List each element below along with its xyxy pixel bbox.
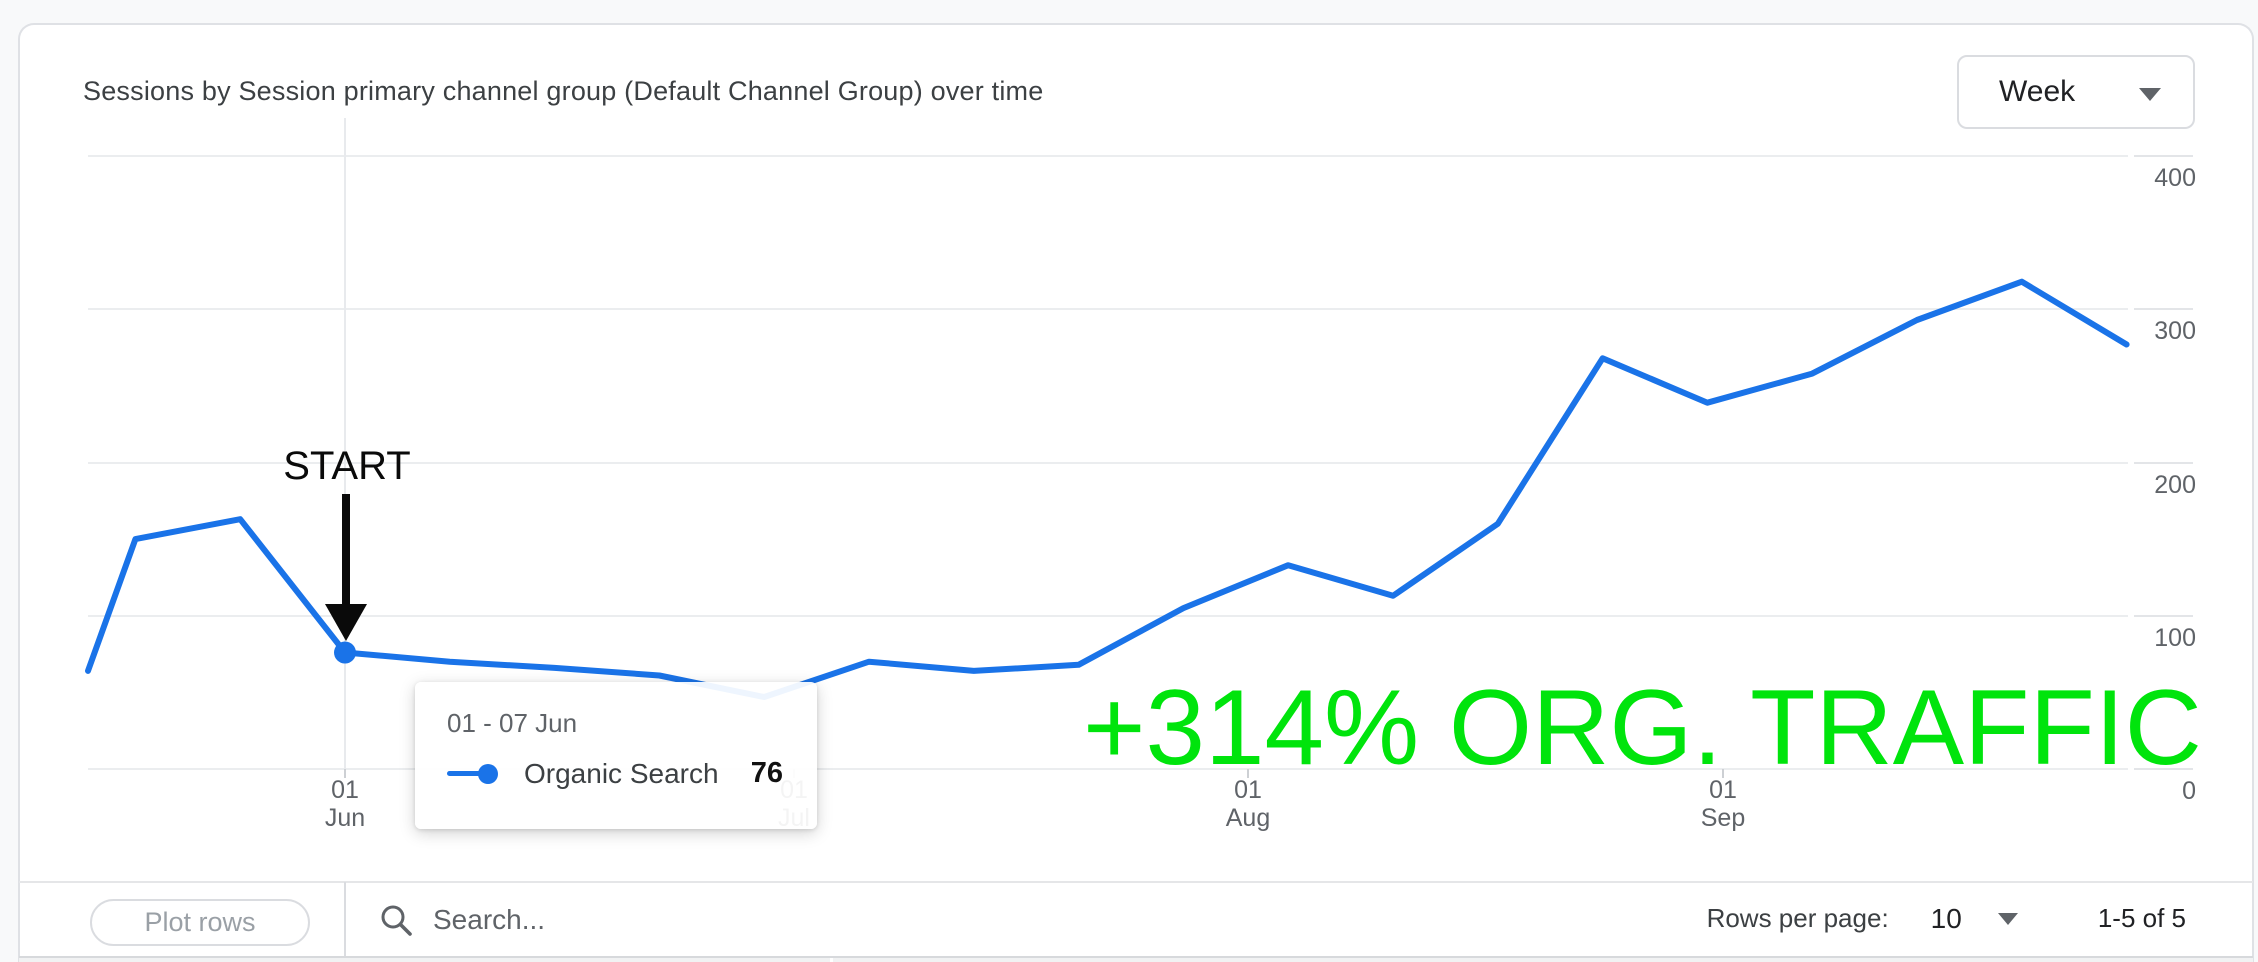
start-annotation-label: START	[283, 444, 411, 488]
tooltip-date-range: 01 - 07 Jun	[447, 708, 578, 738]
gridline-y-400	[88, 155, 2128, 157]
footer-bottom-border	[19, 956, 2253, 958]
pagination-bar: Rows per page: 10 1-5 of 5	[1707, 881, 2186, 956]
x-axis-label-day-Jun: 01	[331, 776, 359, 804]
start-arrow-head-icon	[325, 604, 367, 641]
y-axis-label-0: 0	[2182, 777, 2196, 805]
tooltip-series-row: Organic Search 76	[447, 757, 783, 790]
plot-rows-button[interactable]: Plot rows	[90, 899, 310, 946]
footer-top-border	[19, 881, 2253, 883]
footer-divider	[344, 882, 346, 956]
gridline-right-seg-400	[2134, 155, 2193, 157]
x-axis-tick-Sep	[1722, 769, 1724, 778]
gridline-right-seg-0	[2134, 768, 2193, 770]
granularity-select[interactable]: Week	[1957, 55, 2195, 129]
tooltip-series-value: 76	[750, 757, 783, 789]
rows-per-page-caret-icon[interactable]	[1997, 912, 2018, 925]
rows-per-page-label: Rows per page:	[1706, 903, 1889, 933]
y-axis-label-300: 300	[2154, 317, 2196, 346]
y-axis-label-400: 400	[2154, 164, 2196, 192]
table-header-strip	[19, 958, 2253, 962]
gridline-y-100	[88, 614, 2128, 617]
gridline-y-0	[88, 768, 2128, 770]
tooltip-series-name: Organic Search	[524, 757, 719, 789]
rows-per-page-value[interactable]: 10	[1930, 902, 1962, 934]
gridline-y-200	[88, 461, 2128, 464]
search-icon	[381, 905, 412, 936]
gridline-right-seg-300	[2134, 308, 2193, 311]
chart-tooltip: 01 - 07 Jun Organic Search 76	[415, 682, 817, 829]
y-axis-label-200: 200	[2154, 470, 2196, 499]
x-axis-tick-Aug	[1247, 769, 1249, 778]
table-column-divider	[830, 958, 833, 962]
hover-guide-line	[344, 118, 346, 769]
chart-title: Sessions by Session primary channel grou…	[83, 76, 1044, 106]
gridline-y-300	[88, 308, 2128, 311]
pagination-range-label: 1-5 of 5	[2097, 903, 2186, 933]
organic-search-line	[85, 278, 2130, 700]
chart-card	[18, 23, 2254, 962]
gridline-right-seg-200	[2134, 461, 2193, 464]
x-axis-label-day-Aug: 01	[1234, 776, 1262, 804]
start-arrow-shaft	[342, 494, 350, 606]
search-input[interactable]	[433, 893, 993, 947]
series-dot-icon	[478, 763, 498, 784]
series-line-icon	[447, 771, 481, 776]
x-axis-label-day-Sep: 01	[1709, 776, 1737, 804]
x-axis-tick-Jun	[344, 769, 346, 778]
chevron-down-icon	[2139, 88, 2161, 101]
x-axis-label-month-Sep: Sep	[1700, 804, 1746, 832]
table-search	[379, 893, 993, 947]
gridline-right-seg-100	[2134, 614, 2193, 617]
growth-annotation-label: +314% ORG. TRAFFIC	[1083, 667, 2202, 787]
x-axis-label-month-Aug: Aug	[1225, 804, 1271, 832]
x-axis-label-month-Jun: Jun	[324, 804, 366, 832]
y-axis-label-100: 100	[2154, 623, 2196, 652]
highlighted-data-point[interactable]	[334, 641, 356, 664]
granularity-select-value: Week	[1999, 75, 2076, 108]
